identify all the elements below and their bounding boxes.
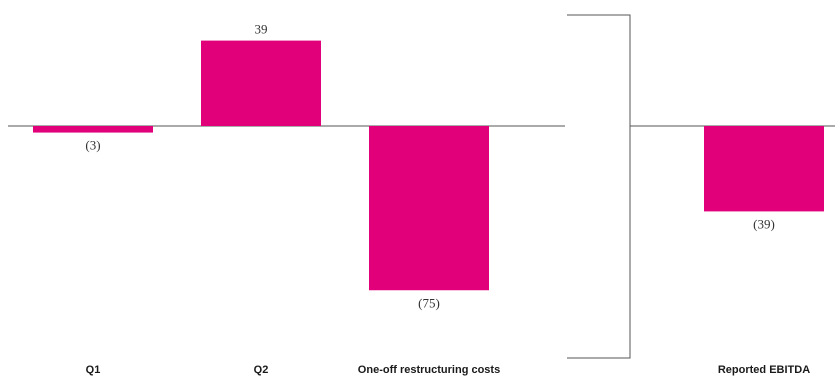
chart-bars [33,40,824,291]
bar-2 [369,126,489,291]
category-label-0: Q1 [86,364,101,376]
chart-category-labels: Q1 Q2 One-off restructuring costs Reported … [86,364,811,376]
bar-3 [704,126,824,212]
value-label-1: 39 [255,22,268,37]
value-label-0: (3) [85,138,100,153]
panel-separator-bracket [567,14,631,359]
bar-1 [201,40,321,127]
value-label-2: (75) [418,295,440,310]
category-label-3: Reported EBITDA [718,364,810,376]
bar-0 [33,126,153,133]
category-label-1: Q2 [254,364,269,376]
chart-value-labels: (3) 39 (75) (39) [85,22,774,311]
value-label-3: (39) [753,216,775,231]
category-label-2: One-off restructuring costs [358,364,500,376]
